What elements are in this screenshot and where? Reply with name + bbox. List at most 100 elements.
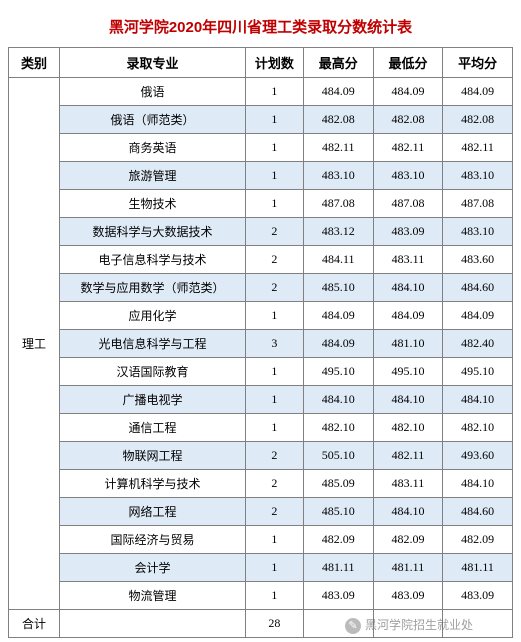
cell-plan: 2: [245, 274, 303, 302]
cell-major: 数学与应用数学（师范类）: [60, 274, 246, 302]
cell-major: 数据科学与大数据技术: [60, 218, 246, 246]
cell-avg: 481.11: [443, 554, 513, 582]
cell-avg: 484.09: [443, 78, 513, 106]
table-row: 应用化学1484.09484.09484.09: [9, 302, 513, 330]
cell-min: 495.10: [373, 358, 443, 386]
table-row: 电子信息科学与技术2484.11483.11483.60: [9, 246, 513, 274]
table-row: 物流管理1483.09483.09483.09: [9, 582, 513, 610]
cell-major: 汉语国际教育: [60, 358, 246, 386]
total-label: 合计: [9, 610, 60, 638]
cell-avg: 484.10: [443, 386, 513, 414]
cell-plan: 1: [245, 106, 303, 134]
header-avg: 平均分: [443, 48, 513, 78]
cell-max: 484.09: [303, 78, 373, 106]
cell-major: 物联网工程: [60, 442, 246, 470]
cell-avg: 483.10: [443, 162, 513, 190]
cell-plan: 3: [245, 330, 303, 358]
cell-max: 485.09: [303, 470, 373, 498]
cell-min: 482.10: [373, 414, 443, 442]
cell-avg: 487.08: [443, 190, 513, 218]
cell-avg: 482.09: [443, 526, 513, 554]
cell-max: 484.09: [303, 302, 373, 330]
table-row: 网络工程2485.10484.10484.60: [9, 498, 513, 526]
cell-avg: 484.60: [443, 498, 513, 526]
cell-major: 商务英语: [60, 134, 246, 162]
table-row: 俄语（师范类）1482.08482.08482.08: [9, 106, 513, 134]
header-row: 类别 录取专业 计划数 最高分 最低分 平均分: [9, 48, 513, 78]
cell-plan: 1: [245, 386, 303, 414]
header-min: 最低分: [373, 48, 443, 78]
cell-max: 505.10: [303, 442, 373, 470]
cell-max: 483.09: [303, 582, 373, 610]
cell-avg: 483.10: [443, 218, 513, 246]
score-table: 类别 录取专业 计划数 最高分 最低分 平均分 理工俄语1484.09484.0…: [8, 47, 513, 638]
header-category: 类别: [9, 48, 60, 78]
cell-max: 495.10: [303, 358, 373, 386]
cell-major: 物流管理: [60, 582, 246, 610]
cell-plan: 2: [245, 218, 303, 246]
cell-min: 484.10: [373, 498, 443, 526]
cell-major: 光电信息科学与工程: [60, 330, 246, 358]
table-row: 国际经济与贸易1482.09482.09482.09: [9, 526, 513, 554]
cell-avg: 484.09: [443, 302, 513, 330]
cell-avg: 483.60: [443, 246, 513, 274]
cell-avg: 484.60: [443, 274, 513, 302]
cell-min: 483.09: [373, 218, 443, 246]
cell-major: 应用化学: [60, 302, 246, 330]
cell-plan: 1: [245, 302, 303, 330]
table-row: 计算机科学与技术2485.09483.11484.10: [9, 470, 513, 498]
cell-max: 482.11: [303, 134, 373, 162]
table-row: 光电信息科学与工程3484.09481.10482.40: [9, 330, 513, 358]
cell-major: 旅游管理: [60, 162, 246, 190]
cell-avg: 482.08: [443, 106, 513, 134]
cell-major: 网络工程: [60, 498, 246, 526]
table-row: 会计学1481.11481.11481.11: [9, 554, 513, 582]
cell-plan: 1: [245, 162, 303, 190]
cell-major: 电子信息科学与技术: [60, 246, 246, 274]
cell-major: 广播电视学: [60, 386, 246, 414]
cell-plan: 1: [245, 78, 303, 106]
total-min-empty: [373, 610, 443, 638]
table-row: 商务英语1482.11482.11482.11: [9, 134, 513, 162]
cell-plan: 2: [245, 442, 303, 470]
cell-major: 通信工程: [60, 414, 246, 442]
cell-avg: 483.09: [443, 582, 513, 610]
cell-plan: 1: [245, 358, 303, 386]
cell-plan: 2: [245, 498, 303, 526]
cell-major: 会计学: [60, 554, 246, 582]
cell-plan: 1: [245, 582, 303, 610]
cell-max: 484.11: [303, 246, 373, 274]
cell-min: 481.11: [373, 554, 443, 582]
cell-avg: 482.10: [443, 414, 513, 442]
total-major-empty: [60, 610, 246, 638]
cell-plan: 2: [245, 470, 303, 498]
cell-max: 482.09: [303, 526, 373, 554]
cell-max: 484.10: [303, 386, 373, 414]
cell-max: 482.10: [303, 414, 373, 442]
cell-min: 481.10: [373, 330, 443, 358]
cell-max: 485.10: [303, 498, 373, 526]
cell-plan: 1: [245, 526, 303, 554]
cell-min: 483.10: [373, 162, 443, 190]
cell-min: 482.11: [373, 442, 443, 470]
cell-min: 484.09: [373, 78, 443, 106]
cell-min: 484.10: [373, 274, 443, 302]
cell-min: 484.10: [373, 386, 443, 414]
cell-avg: 493.60: [443, 442, 513, 470]
cell-min: 487.08: [373, 190, 443, 218]
table-row: 数据科学与大数据技术2483.12483.09483.10: [9, 218, 513, 246]
cell-plan: 1: [245, 554, 303, 582]
table-row: 数学与应用数学（师范类）2485.10484.10484.60: [9, 274, 513, 302]
cell-major: 计算机科学与技术: [60, 470, 246, 498]
cell-plan: 2: [245, 246, 303, 274]
table-row: 汉语国际教育1495.10495.10495.10: [9, 358, 513, 386]
table-row: 广播电视学1484.10484.10484.10: [9, 386, 513, 414]
cell-max: 481.11: [303, 554, 373, 582]
table-row: 旅游管理1483.10483.10483.10: [9, 162, 513, 190]
cell-max: 483.10: [303, 162, 373, 190]
cell-max: 483.12: [303, 218, 373, 246]
table-row: 通信工程1482.10482.10482.10: [9, 414, 513, 442]
cell-plan: 1: [245, 414, 303, 442]
cell-min: 483.11: [373, 470, 443, 498]
cell-major: 俄语（师范类）: [60, 106, 246, 134]
